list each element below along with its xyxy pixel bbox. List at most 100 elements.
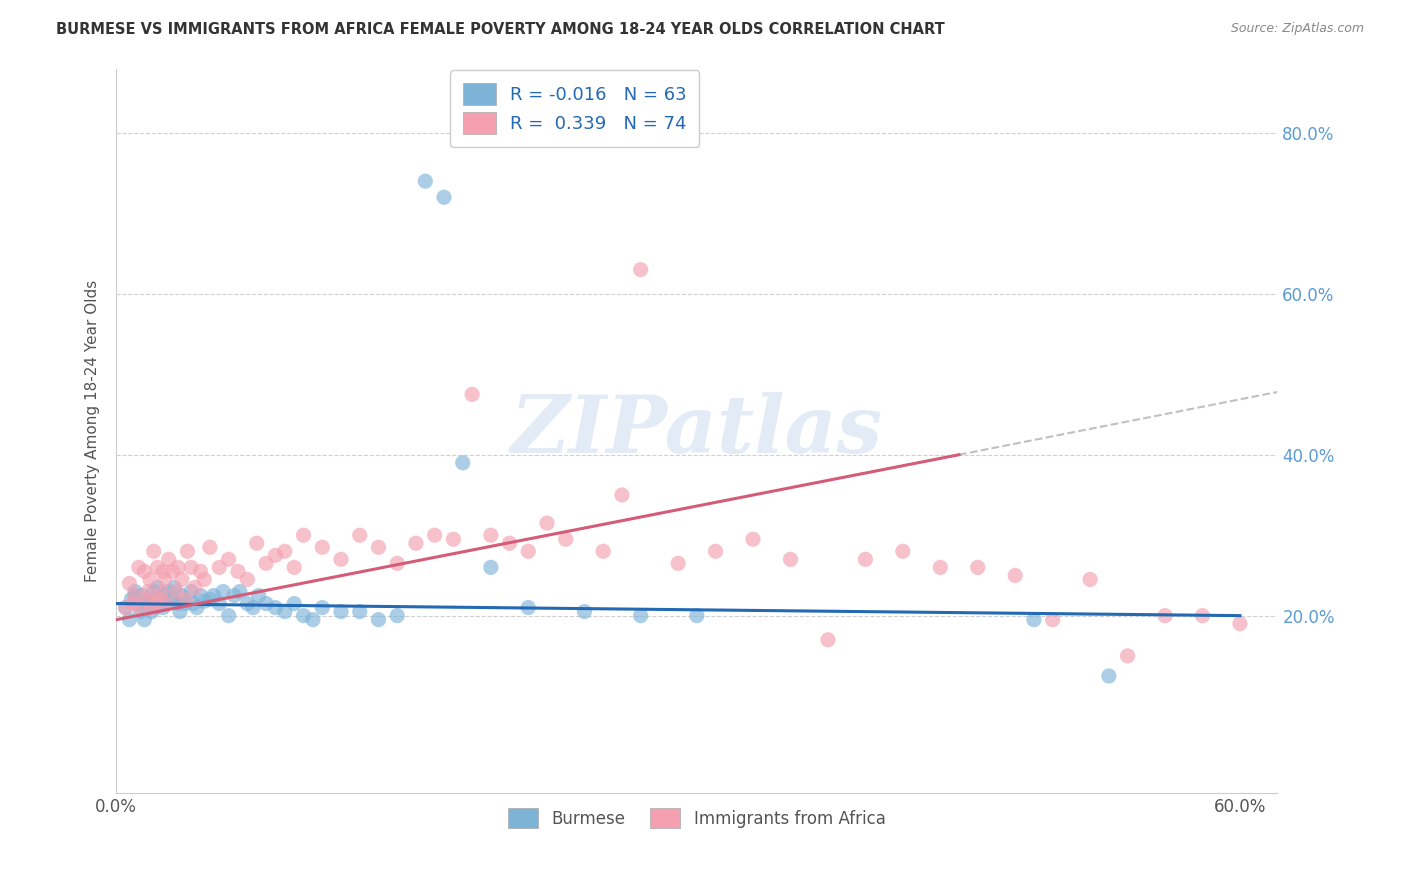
Point xyxy=(157,552,180,566)
Point xyxy=(385,557,408,571)
Point xyxy=(169,605,191,619)
Text: BURMESE VS IMMIGRANTS FROM AFRICA FEMALE POVERTY AMONG 18-24 YEAR OLDS CORRELATI: BURMESE VS IMMIGRANTS FROM AFRICA FEMALE… xyxy=(56,22,945,37)
Point xyxy=(236,573,259,587)
Point xyxy=(405,536,427,550)
Point xyxy=(139,573,162,587)
Point xyxy=(630,608,652,623)
Y-axis label: Female Poverty Among 18-24 Year Olds: Female Poverty Among 18-24 Year Olds xyxy=(86,279,100,582)
Point xyxy=(1004,568,1026,582)
Point xyxy=(254,557,277,571)
Point xyxy=(330,605,353,619)
Point xyxy=(136,592,159,607)
Point xyxy=(274,544,297,558)
Point xyxy=(517,544,540,558)
Point xyxy=(141,605,163,619)
Point xyxy=(242,600,264,615)
Point xyxy=(156,597,179,611)
Point xyxy=(124,589,146,603)
Point xyxy=(704,544,727,558)
Point xyxy=(124,584,146,599)
Point xyxy=(224,589,246,603)
Point xyxy=(212,584,235,599)
Point xyxy=(186,600,208,615)
Point xyxy=(311,541,333,555)
Point xyxy=(174,597,197,611)
Point xyxy=(423,528,446,542)
Point xyxy=(170,589,193,603)
Point xyxy=(1078,573,1101,587)
Point xyxy=(853,552,876,566)
Point xyxy=(461,387,484,401)
Point xyxy=(198,592,221,607)
Point xyxy=(385,608,408,623)
Point xyxy=(139,597,162,611)
Point xyxy=(247,589,270,603)
Point xyxy=(592,544,614,558)
Point xyxy=(1022,613,1045,627)
Legend: Burmese, Immigrants from Africa: Burmese, Immigrants from Africa xyxy=(502,801,893,835)
Point xyxy=(142,584,165,599)
Point xyxy=(742,532,765,546)
Point xyxy=(152,565,174,579)
Point xyxy=(167,560,190,574)
Point xyxy=(129,605,152,619)
Point xyxy=(190,589,212,603)
Point xyxy=(150,584,173,599)
Point xyxy=(413,174,436,188)
Point xyxy=(114,600,136,615)
Point xyxy=(236,597,259,611)
Point xyxy=(283,597,305,611)
Point xyxy=(170,573,193,587)
Point xyxy=(162,592,184,607)
Point xyxy=(536,516,558,530)
Point xyxy=(152,600,174,615)
Point xyxy=(610,488,633,502)
Point xyxy=(1098,669,1121,683)
Point xyxy=(311,600,333,615)
Point xyxy=(153,573,176,587)
Point xyxy=(218,552,240,566)
Point xyxy=(1042,613,1064,627)
Point xyxy=(349,605,371,619)
Point xyxy=(163,581,186,595)
Point xyxy=(114,600,136,615)
Point xyxy=(118,613,141,627)
Point xyxy=(264,600,287,615)
Point xyxy=(129,600,152,615)
Point xyxy=(135,600,157,615)
Point xyxy=(779,552,801,566)
Point xyxy=(198,541,221,555)
Point xyxy=(666,557,689,571)
Point xyxy=(184,581,207,595)
Point xyxy=(118,576,141,591)
Point xyxy=(135,592,157,607)
Point xyxy=(254,597,277,611)
Point xyxy=(174,592,197,607)
Point xyxy=(157,584,180,599)
Point xyxy=(165,584,187,599)
Text: ZIPatlas: ZIPatlas xyxy=(510,392,883,469)
Point xyxy=(208,560,231,574)
Point xyxy=(124,589,146,603)
Point xyxy=(153,589,176,603)
Point xyxy=(148,592,170,607)
Point xyxy=(134,613,156,627)
Point xyxy=(208,597,231,611)
Point xyxy=(292,608,315,623)
Point xyxy=(929,560,952,574)
Point xyxy=(146,581,169,595)
Point xyxy=(176,544,198,558)
Point xyxy=(349,528,371,542)
Point xyxy=(367,613,389,627)
Point xyxy=(180,560,202,574)
Point xyxy=(817,632,839,647)
Point xyxy=(148,592,170,607)
Point xyxy=(122,597,145,611)
Point xyxy=(1116,648,1139,663)
Point xyxy=(292,528,315,542)
Point xyxy=(554,532,576,546)
Point xyxy=(433,190,456,204)
Point xyxy=(141,600,163,615)
Point xyxy=(128,560,150,574)
Point xyxy=(229,584,252,599)
